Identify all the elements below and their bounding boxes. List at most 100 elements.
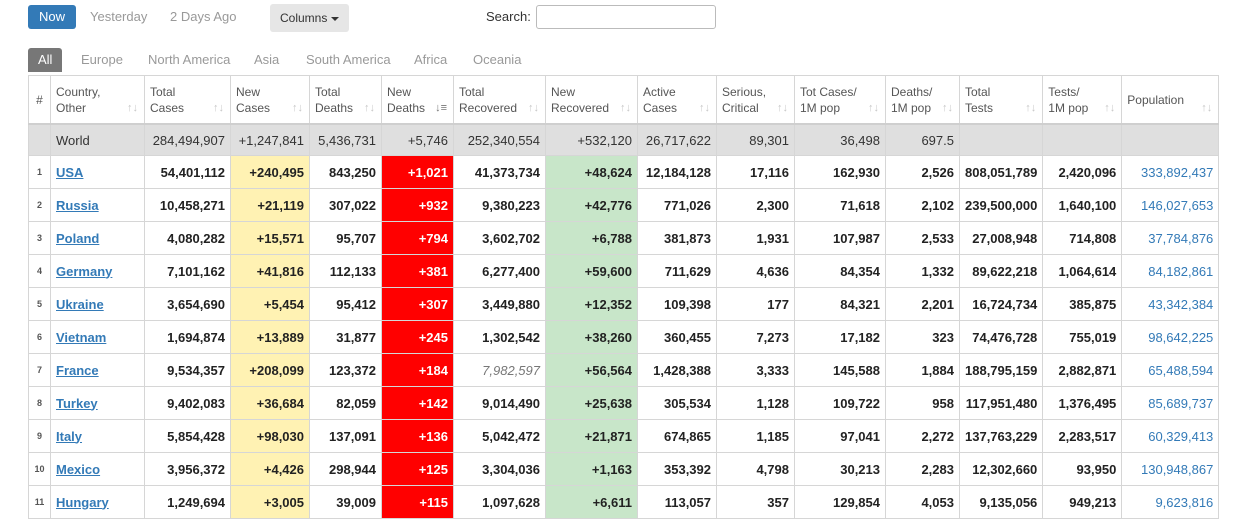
columns-button[interactable]: Columns — [270, 4, 350, 32]
cell-cases-per-m: 107,987 — [794, 221, 886, 255]
cell-new-recovered: +6,611 — [545, 485, 638, 519]
region-tab-europe[interactable]: Europe — [81, 52, 123, 67]
cell-total-recovered: 41,373,734 — [453, 155, 546, 189]
sort-icon[interactable]: ↑↓ — [528, 102, 539, 114]
day-tab-yesterday[interactable]: Yesterday — [90, 9, 148, 24]
column-header-total-tests[interactable]: Total Tests ↑↓ — [958, 75, 1044, 125]
column-header-total-deaths[interactable]: Total Deaths ↑↓ — [309, 75, 382, 125]
table-row: 4 Germany 7,101,162 +41,816 112,133 +381 6,277… — [28, 254, 1220, 288]
column-header-cases-per-m[interactable]: Tot Cases/1M pop ↑↓ — [794, 75, 886, 125]
world-cell-country: World — [50, 123, 145, 156]
column-header-line-1: Tests/ — [1048, 84, 1080, 99]
region-tab-north-america[interactable]: North America — [148, 52, 231, 67]
cell-serious: 4,798 — [716, 452, 795, 486]
column-header-line-2: Tests — [965, 100, 994, 115]
table-row: 3 Poland 4,080,282 +15,571 95,707 +794 3,602,7… — [28, 221, 1220, 255]
cell-active-cases: 360,455 — [637, 320, 717, 354]
search-input[interactable] — [536, 5, 716, 29]
column-header-new-recovered[interactable]: New Recovered ↑↓ — [545, 75, 638, 125]
caret-down-icon — [331, 16, 340, 21]
country-link[interactable]: Ukraine — [56, 296, 104, 312]
sort-icon[interactable]: ↑↓ — [868, 102, 879, 114]
country-link[interactable]: Mexico — [56, 461, 101, 477]
cell-total-recovered: 5,042,472 — [453, 419, 546, 453]
column-header-line-2: Deaths — [387, 100, 426, 115]
column-header-total-recovered[interactable]: Total Recovered ↑↓ — [453, 75, 546, 125]
country-link[interactable]: Hungary — [56, 494, 109, 510]
search-label: Search: — [486, 9, 531, 24]
column-header-line-1: Population — [1127, 92, 1185, 107]
country-link[interactable]: Russia — [56, 197, 99, 213]
cell-serious: 4,636 — [716, 254, 795, 288]
cell-new-deaths: +184 — [381, 353, 454, 387]
country-link[interactable]: Italy — [56, 428, 83, 444]
column-header-country[interactable]: Country, Other ↑↓ — [50, 75, 145, 125]
country-link[interactable]: Germany — [56, 263, 113, 279]
column-header-new-deaths[interactable]: New Deaths ↓≡ — [381, 75, 454, 125]
column-header-line-1: Country, — [56, 84, 101, 99]
column-header-line-2: 1M pop — [1048, 100, 1089, 115]
cell-serious: 1,128 — [716, 386, 795, 420]
sort-icon[interactable]: ↑↓ — [1201, 102, 1213, 114]
sort-icon[interactable]: ↑↓ — [777, 102, 788, 114]
cell-country: Poland — [50, 221, 145, 255]
cell-active-cases: 305,534 — [637, 386, 717, 420]
cell-country: Vietnam — [50, 320, 145, 354]
sort-icon[interactable]: ↑↓ — [620, 102, 631, 114]
cell-deaths-per-m: 2,102 — [885, 188, 960, 222]
cell-tests-per-m: 714,808 — [1042, 221, 1123, 255]
table-row: 10 Mexico 3,956,372 +4,426 298,944 +125 3,304,… — [28, 452, 1220, 486]
cell-country: USA — [50, 155, 145, 189]
region-tab-south-america[interactable]: South America — [306, 52, 391, 67]
column-header-total-cases[interactable]: Total Cases ↑↓ — [144, 75, 231, 125]
country-link[interactable]: Turkey — [56, 395, 98, 411]
sort-icon[interactable]: ↑↓ — [699, 102, 710, 114]
column-header-line-1: Active — [643, 84, 676, 99]
cell-total-tests: 808,051,789 — [958, 155, 1044, 189]
column-header-active-cases[interactable]: Active Cases ↑↓ — [637, 75, 717, 125]
sort-desc-icon[interactable]: ↓≡ — [435, 102, 447, 114]
sort-icon[interactable]: ↑↓ — [1025, 102, 1037, 114]
cell-total-recovered: 7,982,597 — [453, 353, 546, 387]
cell-num: 1 — [28, 155, 51, 189]
world-cell-new-deaths: +5,746 — [381, 123, 454, 156]
sort-icon[interactable]: ↑↓ — [292, 102, 303, 114]
column-header-new-cases[interactable]: New Cases ↑↓ — [230, 75, 310, 125]
column-header-label: Active Cases — [643, 85, 677, 115]
cell-total-recovered: 1,097,628 — [453, 485, 546, 519]
column-header-population[interactable]: Population ↑↓ — [1121, 75, 1220, 125]
cell-new-deaths: +932 — [381, 188, 454, 222]
column-header-line-2: Cases — [236, 100, 271, 115]
column-header-line-2: Deaths — [315, 100, 354, 115]
sort-icon[interactable]: ↑↓ — [364, 102, 375, 114]
sort-icon[interactable]: ↑↓ — [213, 102, 224, 114]
sort-icon[interactable]: ↑↓ — [127, 102, 138, 114]
country-link[interactable]: USA — [56, 164, 84, 180]
region-tab-oceania[interactable]: Oceania — [473, 52, 522, 67]
country-link[interactable]: Vietnam — [56, 329, 107, 345]
country-link[interactable]: France — [56, 362, 99, 378]
column-header-label: Total Recovered — [459, 85, 517, 115]
column-header-tests-per-m[interactable]: Tests/1M pop ↑↓ — [1042, 75, 1123, 125]
sort-icon[interactable]: ↑↓ — [1104, 102, 1116, 114]
cell-active-cases: 12,184,128 — [637, 155, 717, 189]
cell-country: Germany — [50, 254, 145, 288]
sort-icon[interactable]: ↑↓ — [942, 102, 953, 114]
day-tab-2-days-ago[interactable]: 2 Days Ago — [170, 9, 237, 24]
cell-deaths-per-m: 2,526 — [885, 155, 960, 189]
region-tab-all[interactable]: All — [28, 48, 63, 72]
country-link[interactable]: Poland — [56, 230, 100, 246]
region-tab-africa[interactable]: Africa — [414, 52, 448, 67]
cell-tests-per-m: 2,882,871 — [1042, 353, 1123, 387]
cell-num: 5 — [28, 287, 51, 321]
column-header-line-2: Other — [56, 100, 87, 115]
column-header-deaths-per-m[interactable]: Deaths/1M pop ↑↓ — [885, 75, 960, 125]
column-header-serious[interactable]: Serious, Critical ↑↓ — [716, 75, 795, 125]
cell-total-cases: 9,402,083 — [144, 386, 231, 420]
cell-num: 2 — [28, 188, 51, 222]
world-cell-population — [1121, 123, 1220, 156]
region-tab-asia[interactable]: Asia — [254, 52, 280, 67]
day-tab-now[interactable]: Now — [28, 5, 77, 29]
cell-new-deaths: +136 — [381, 419, 454, 453]
cell-total-cases: 54,401,112 — [144, 155, 231, 189]
